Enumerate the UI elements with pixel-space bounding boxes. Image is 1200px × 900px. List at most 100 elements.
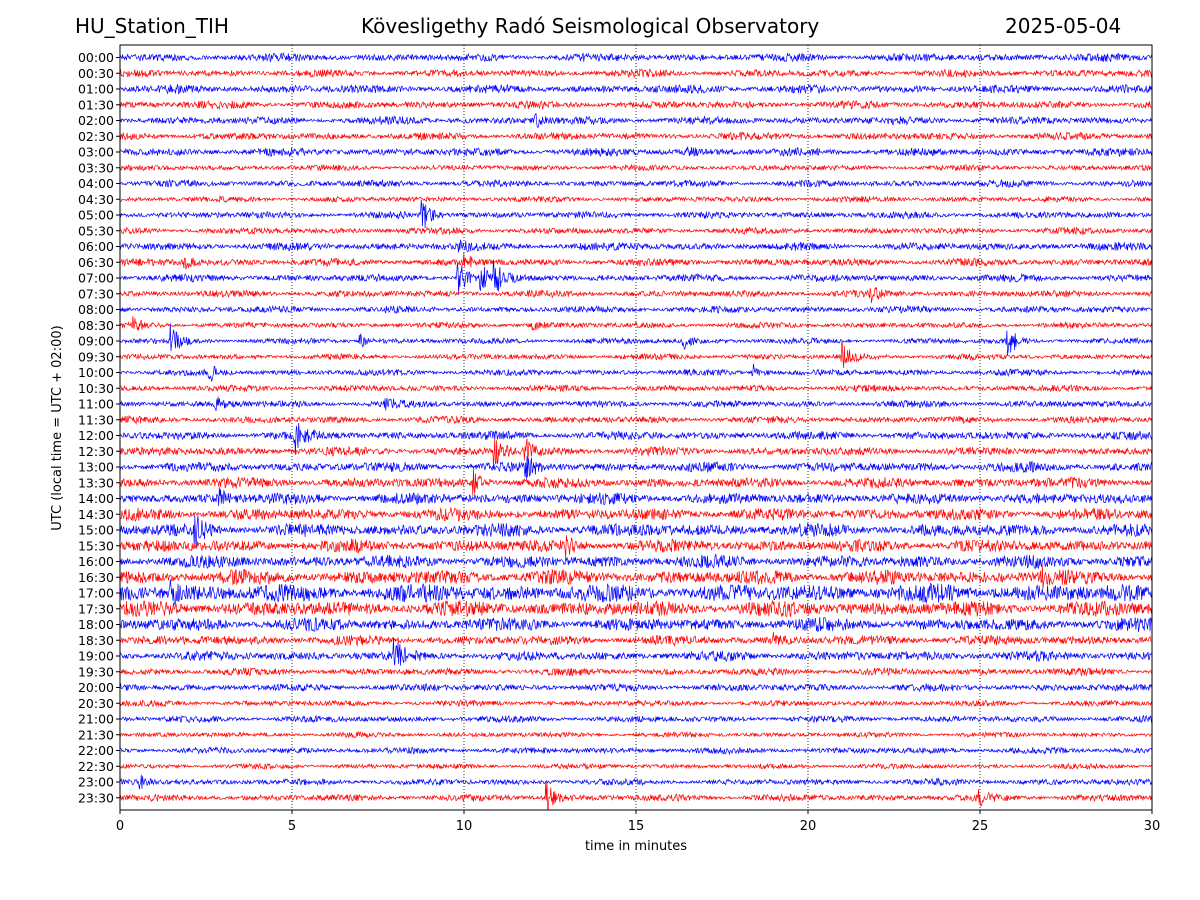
y-tick-label: 03:00 [78,145,114,160]
trace-row-2330 [119,781,1153,810]
trace-row-1900 [119,637,1153,666]
y-tick-label: 16:30 [78,570,114,585]
x-axis-ticks: 0 5 10 15 20 25 30 [116,810,1160,834]
trace-row-0830 [119,316,1153,331]
trace-row-0300 [119,146,1153,158]
y-tick-label: 03:30 [78,160,114,175]
trace-row-0800 [119,304,1153,314]
y-tick-label: 12:00 [78,428,114,443]
trace-row-1630 [119,564,1153,589]
y-tick-label: 08:30 [78,318,114,333]
trace-row-1700 [119,579,1153,606]
trace-row-0030 [119,68,1153,79]
y-tick-label: 00:30 [78,66,114,81]
trace-row-1200 [119,422,1153,455]
y-tick-label: 16:00 [78,554,114,569]
y-tick-label: 22:30 [78,759,114,774]
trace-row-0930 [119,341,1153,369]
trace-row-1730 [119,600,1153,618]
station-name: HU_Station_TIH [75,14,229,38]
x-tick-label: 0 [116,819,124,834]
trace-row-0200 [119,113,1153,128]
trace-row-1500 [119,515,1153,548]
y-tick-label: 18:30 [78,633,114,648]
y-tick-label: 15:00 [78,523,114,538]
trace-row-0100 [119,83,1153,95]
y-tick-label: 17:00 [78,586,114,601]
y-tick-label: 23:00 [78,775,114,790]
trace-row-2230 [119,762,1153,771]
trace-row-0230 [119,130,1153,142]
record-date: 2025-05-04 [1005,14,1122,38]
trace-row-1330 [119,468,1153,496]
trace-row-2130 [119,730,1153,739]
trace-row-0400 [119,178,1153,188]
y-tick-label: 07:30 [78,286,114,301]
trace-row-1030 [119,384,1153,393]
x-axis-label: time in minutes [585,839,687,854]
trace-row-0430 [119,195,1153,204]
y-tick-label: 07:00 [78,271,114,286]
y-tick-label: 23:30 [78,790,114,805]
y-tick-label: 19:30 [78,664,114,679]
y-tick-label: 09:30 [78,349,114,364]
y-axis-ticks: 00:0000:3001:0001:3002:0002:3003:0003:30… [78,50,120,805]
y-tick-label: 08:00 [78,302,114,317]
trace-row-0000 [119,51,1153,63]
y-tick-label: 05:00 [78,208,114,223]
y-axis-label: UTC (local time = UTC + 02:00) [50,325,65,530]
trace-row-0600 [119,239,1153,253]
y-tick-label: 02:00 [78,113,114,128]
trace-row-1430 [119,507,1153,522]
trace-row-1530 [119,535,1153,559]
x-tick-label: 15 [628,819,645,834]
trace-row-1100 [119,396,1153,411]
y-tick-label: 10:00 [78,365,114,380]
trace-row-2300 [119,774,1153,790]
y-tick-label: 21:30 [78,727,114,742]
y-tick-label: 13:30 [78,475,114,490]
trace-row-1800 [119,617,1153,633]
trace-row-1830 [119,631,1153,647]
y-tick-label: 00:00 [78,50,114,65]
y-tick-label: 04:00 [78,176,114,191]
trace-row-0630 [119,252,1153,270]
y-tick-label: 22:00 [78,743,114,758]
trace-row-1300 [119,456,1153,480]
y-tick-label: 01:00 [78,82,114,97]
trace-row-0700 [119,259,1153,295]
y-tick-label: 11:00 [78,397,114,412]
y-tick-label: 14:30 [78,507,114,522]
trace-row-2000 [119,682,1153,693]
trace-row-0900 [119,323,1153,356]
y-tick-label: 02:30 [78,129,114,144]
trace-row-1230 [119,438,1153,468]
y-tick-label: 13:00 [78,460,114,475]
y-tick-label: 10:30 [78,381,114,396]
y-tick-label: 12:30 [78,444,114,459]
y-tick-label: 01:30 [78,97,114,112]
x-tick-label: 20 [800,819,817,834]
trace-row-2200 [119,746,1153,756]
y-tick-label: 14:00 [78,491,114,506]
y-tick-label: 06:30 [78,255,114,270]
trace-row-1400 [119,487,1153,507]
x-tick-label: 30 [1144,819,1161,834]
trace-row-1930 [119,666,1153,677]
y-tick-label: 11:30 [78,412,114,427]
trace-row-2100 [119,714,1153,724]
y-tick-label: 06:00 [78,239,114,254]
y-tick-label: 20:30 [78,696,114,711]
trace-row-1130 [119,414,1153,425]
y-tick-label: 15:30 [78,538,114,553]
y-tick-label: 09:00 [78,334,114,349]
y-tick-label: 21:00 [78,712,114,727]
seismic-traces [119,51,1153,810]
y-tick-label: 20:00 [78,680,114,695]
trace-row-1600 [119,553,1153,570]
y-tick-label: 18:00 [78,617,114,632]
x-tick-label: 5 [288,819,296,834]
y-tick-label: 17:30 [78,601,114,616]
trace-row-2030 [119,699,1153,708]
trace-row-0130 [119,99,1152,111]
